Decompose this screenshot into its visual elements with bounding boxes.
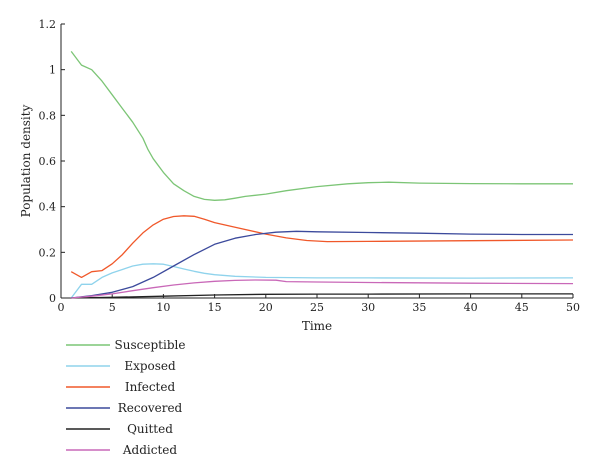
x-tick-label: 25 — [310, 301, 324, 314]
y-tick-label: 1 — [49, 64, 56, 77]
x-tick-label: 50 — [566, 301, 580, 314]
x-tick-label: 5 — [109, 301, 116, 314]
y-tick-label: 0 — [49, 292, 56, 305]
x-tick-label: 20 — [259, 301, 273, 314]
x-tick-label: 0 — [58, 301, 65, 314]
series-line-quitted — [71, 293, 573, 299]
legend-label-quitted: Quitted — [127, 422, 173, 436]
y-tick-label: 0.4 — [39, 201, 57, 214]
series-layer — [70, 51, 574, 299]
x-tick-label: 10 — [156, 301, 170, 314]
x-tick-label: 15 — [208, 301, 222, 314]
y-tick-label: 0.6 — [39, 155, 57, 168]
x-tick-label: 30 — [361, 301, 375, 314]
x-tick-label: 40 — [464, 301, 478, 314]
x-axis-label: Time — [302, 319, 332, 333]
legend-label-recovered: Recovered — [118, 401, 183, 415]
series-line-susceptible — [70, 51, 573, 201]
series-line-infected — [70, 215, 574, 279]
legend-label-addicted: Addicted — [122, 443, 178, 457]
x-tick-label: 45 — [515, 301, 529, 314]
series-line-addicted — [71, 279, 574, 299]
y-tick-label: 1.2 — [39, 18, 57, 31]
series-line-recovered — [71, 230, 573, 299]
legend-label-exposed: Exposed — [124, 359, 176, 373]
y-tick-label: 0.8 — [39, 109, 57, 122]
legend-label-susceptible: Susceptible — [115, 338, 186, 352]
y-axis-label: Population density — [19, 104, 33, 217]
x-tick-label: 35 — [412, 301, 426, 314]
legend: Susceptible Exposed Infected Recovered Quitt… — [66, 338, 185, 457]
legend-label-infected: Infected — [125, 380, 176, 394]
axes: 0 5 10 15 20 25 30 35 40 45 50 0 0.2 0.4 0.6 0.8 1 1.2 — [39, 18, 581, 314]
y-tick-label: 0.2 — [39, 246, 57, 259]
